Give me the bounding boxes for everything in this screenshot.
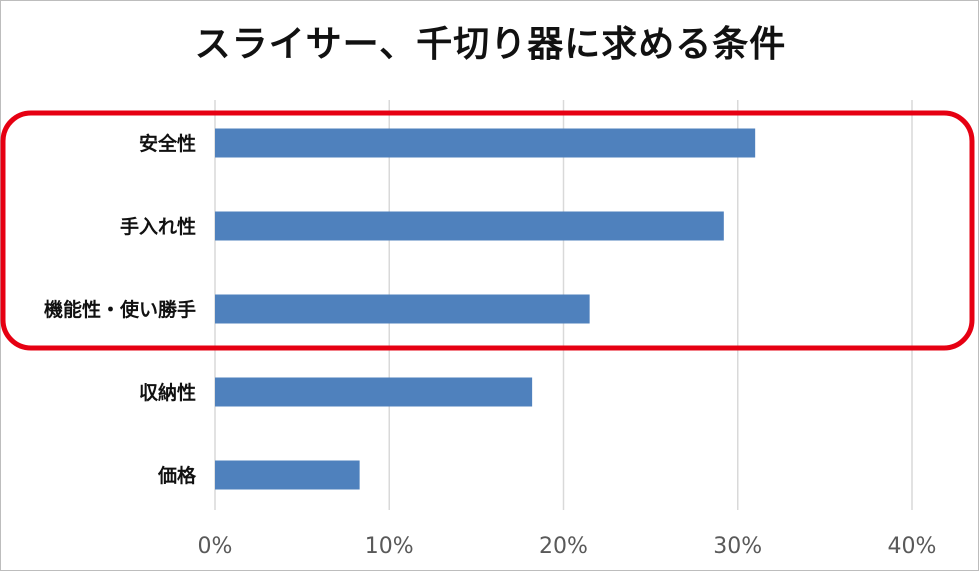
bar (215, 128, 756, 158)
x-tick-label: 0% (198, 534, 233, 559)
bar (215, 294, 590, 324)
highlight-box (0, 110, 975, 351)
category-label: 機能性・使い勝手 (44, 298, 196, 321)
x-tick-label: 40% (888, 534, 937, 559)
bars (215, 128, 756, 490)
category-label: 価格 (157, 464, 197, 487)
tick-labels: 0% 10% 20% 30% 40% (198, 534, 937, 559)
bar (215, 460, 360, 490)
bar (215, 211, 724, 241)
chart-title: スライサー、千切り器に求める条件 (194, 24, 787, 65)
x-tick-label: 30% (713, 534, 762, 559)
x-tick-label: 20% (539, 534, 588, 559)
x-tick-label: 10% (365, 534, 414, 559)
category-label: 安全性 (139, 132, 196, 155)
bar (215, 377, 533, 407)
category-label: 手入れ性 (120, 215, 196, 238)
category-label: 収納性 (139, 381, 196, 404)
